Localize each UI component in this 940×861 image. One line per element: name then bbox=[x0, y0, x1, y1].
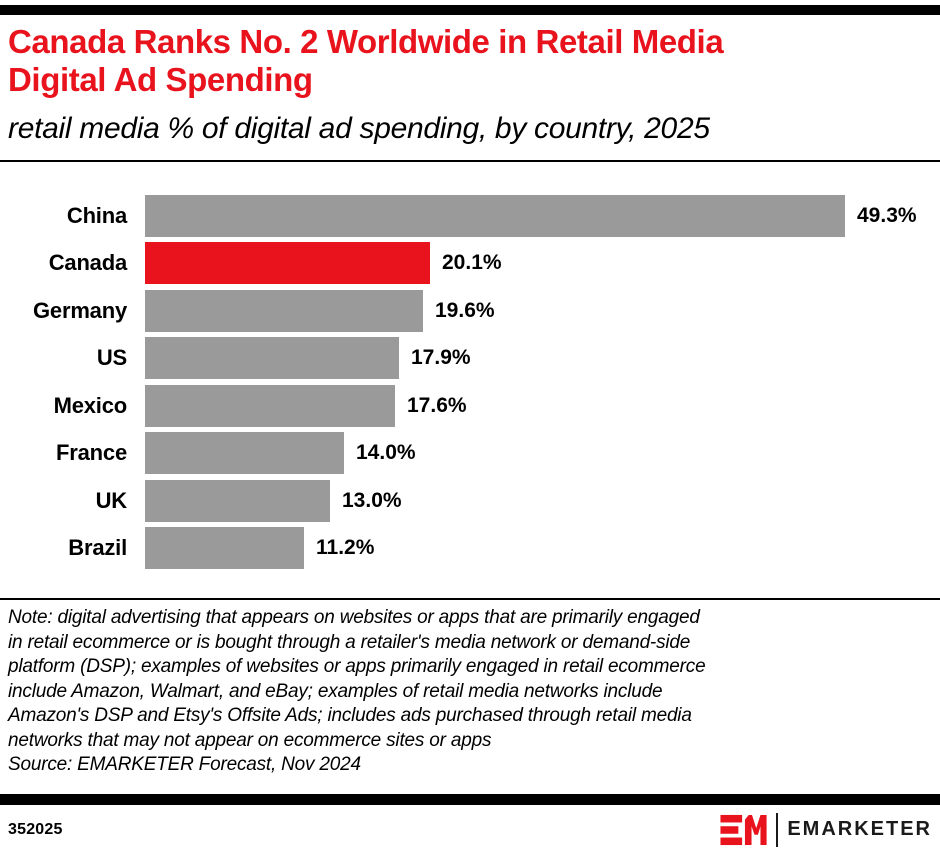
header-divider bbox=[0, 160, 940, 162]
category-label: Mexico bbox=[53, 392, 128, 418]
note-line: Amazon's DSP and Etsy's Offsite Ads; inc… bbox=[8, 705, 692, 726]
category-label: US bbox=[96, 345, 127, 371]
chart-header: Canada Ranks No. 2 Worldwide in Retail M… bbox=[0, 15, 940, 146]
chart-row: Canada 20.1% bbox=[0, 240, 940, 288]
chart-row: Mexico 17.6% bbox=[0, 382, 940, 430]
category-label: China bbox=[66, 202, 127, 228]
note-line: networks that may not appear on ecommerc… bbox=[8, 729, 492, 751]
chart-row: UK 13.0% bbox=[0, 477, 940, 525]
note-line: platform (DSP); examples of websites or … bbox=[8, 656, 706, 677]
bar-area: 11.2% bbox=[145, 527, 375, 570]
bar-area: 14.0% bbox=[145, 432, 416, 475]
bar bbox=[145, 527, 304, 570]
note-line: in retail ecommerce or is bought through… bbox=[8, 631, 691, 653]
note-line: include Amazon, Walmart, and eBay; examp… bbox=[8, 680, 663, 702]
value-label: 19.6% bbox=[435, 298, 495, 322]
page-title: Canada Ranks No. 2 Worldwide in Retail M… bbox=[8, 23, 932, 99]
bar bbox=[145, 432, 344, 475]
chart-subtitle: retail media % of digital ad spending, b… bbox=[8, 112, 710, 145]
bar bbox=[145, 337, 399, 380]
top-border-bar bbox=[0, 5, 940, 15]
value-label: 17.9% bbox=[411, 346, 471, 370]
page-title-line-2: Digital Ad Spending bbox=[8, 61, 313, 98]
footer: 352025 EMARKETER bbox=[0, 805, 940, 855]
value-label: 17.6% bbox=[407, 393, 467, 417]
source-line: Source: EMARKETER Forecast, Nov 2024 bbox=[8, 754, 361, 775]
chart-row: US 17.9% bbox=[0, 335, 940, 383]
logo-divider bbox=[776, 812, 779, 847]
bar bbox=[145, 289, 423, 332]
category-label: France bbox=[56, 440, 127, 466]
value-label: 20.1% bbox=[442, 251, 502, 275]
note-divider bbox=[0, 598, 940, 600]
bar-area: 19.6% bbox=[145, 289, 495, 332]
emarketer-logo: EMARKETER bbox=[720, 812, 932, 847]
bar bbox=[145, 194, 845, 237]
bar bbox=[145, 479, 330, 522]
bar bbox=[145, 384, 395, 427]
page-title-line-1: Canada Ranks No. 2 Worldwide in Retail M… bbox=[8, 23, 724, 60]
chart-row: Brazil 11.2% bbox=[0, 525, 940, 573]
chart-row: France 14.0% bbox=[0, 430, 940, 478]
note-block: Note: digital advertising that appears o… bbox=[0, 600, 940, 778]
chart-row: China 49.3% bbox=[0, 192, 940, 240]
category-label: Brazil bbox=[68, 535, 127, 561]
em-logo-icon bbox=[720, 814, 767, 845]
value-label: 13.0% bbox=[342, 488, 402, 512]
bar-area: 17.9% bbox=[145, 337, 471, 380]
note-line: Note: digital advertising that appears o… bbox=[8, 607, 700, 628]
category-label: Germany bbox=[33, 297, 127, 323]
chart-row: Germany 19.6% bbox=[0, 287, 940, 335]
value-label: 14.0% bbox=[356, 441, 416, 465]
value-label: 11.2% bbox=[316, 536, 375, 560]
bar-area: 20.1% bbox=[145, 242, 502, 285]
bar-area: 17.6% bbox=[145, 384, 467, 427]
value-label: 49.3% bbox=[857, 203, 917, 227]
category-label: Canada bbox=[48, 250, 127, 276]
bar-area: 13.0% bbox=[145, 479, 402, 522]
logo-wordmark: EMARKETER bbox=[787, 818, 932, 840]
infographic: Canada Ranks No. 2 Worldwide in Retail M… bbox=[0, 5, 940, 855]
bar-highlighted bbox=[145, 242, 430, 285]
category-label: UK bbox=[95, 487, 128, 513]
chart-id: 352025 bbox=[8, 820, 63, 838]
bar-area: 49.3% bbox=[145, 194, 917, 237]
bar-chart: China 49.3% Canada 20.1% Germany 19.6% US 17.9%… bbox=[0, 162, 940, 572]
footer-border-bar bbox=[0, 793, 940, 805]
